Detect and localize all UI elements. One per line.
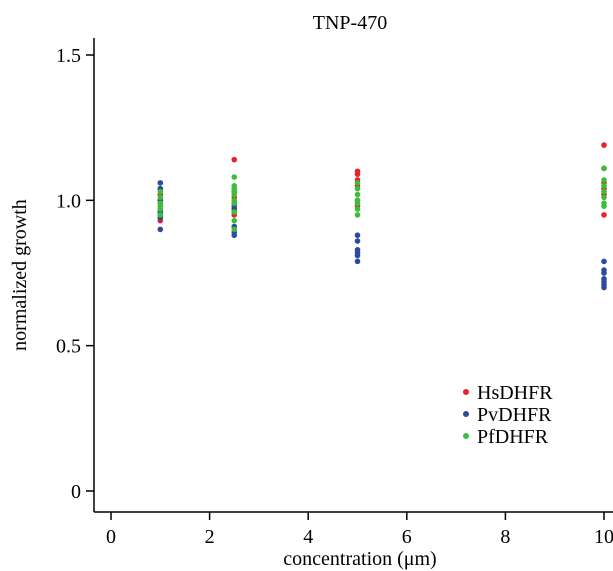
data-point (354, 206, 361, 212)
data-point (354, 212, 361, 218)
data-point (354, 200, 361, 207)
x-tick-label: 10 (594, 526, 613, 548)
x-tick-label: 0 (106, 526, 116, 548)
data-point (354, 191, 361, 198)
data-point (354, 238, 361, 244)
legend-label: PvDHFR (477, 404, 552, 426)
data-point (157, 188, 164, 195)
data-point (601, 270, 607, 276)
y-tick-label: 0 (71, 481, 81, 503)
series-hsdhfr (157, 142, 607, 224)
series-pvdhfr (157, 180, 607, 291)
data-point (354, 185, 361, 192)
data-point (231, 217, 238, 224)
data-point (601, 177, 607, 183)
x-tick-label: 2 (205, 526, 215, 548)
x-tick-label: 6 (402, 526, 412, 548)
data-point (354, 180, 361, 186)
data-point (231, 174, 238, 180)
y-tick-label: 1.0 (56, 190, 81, 212)
data-point (231, 156, 238, 163)
data-point (231, 232, 238, 239)
data-point (157, 194, 164, 201)
data-point (601, 183, 607, 189)
data-point (601, 142, 607, 148)
data-point (157, 206, 164, 212)
data-point (601, 188, 607, 195)
x-axis-label: concentration (μm) (283, 548, 436, 570)
legend-marker (463, 433, 469, 439)
legend-marker (463, 389, 469, 395)
data-point (601, 258, 607, 265)
y-tick-label: 0.5 (56, 336, 81, 358)
y-tick-label: 1.5 (56, 45, 81, 67)
y-axis-ticks: 0 0.5 1.0 1.5 (56, 45, 94, 503)
data-point (157, 180, 164, 186)
x-tick-label: 4 (303, 526, 313, 548)
data-point (354, 171, 361, 177)
data-point (157, 212, 164, 218)
data-point (601, 212, 607, 218)
data-point (231, 200, 238, 207)
data-point (601, 165, 607, 172)
data-point (231, 226, 238, 233)
series-pfdhfr (157, 165, 607, 233)
legend-marker (463, 411, 469, 417)
legend-label: HsDHFR (477, 382, 553, 404)
data-point (601, 284, 607, 291)
chart-title: TNP-470 (313, 12, 387, 34)
data-point (601, 194, 607, 201)
y-axis-label: normalized growth (9, 199, 31, 351)
data-point (231, 191, 238, 198)
data-point (354, 252, 361, 259)
data-point (354, 232, 361, 239)
data-point (354, 258, 361, 265)
data-point (157, 226, 164, 233)
plot-area (157, 142, 607, 291)
data-point (601, 203, 607, 209)
x-axis-ticks: 0 2 4 6 8 10 (106, 512, 613, 548)
x-tick-label: 8 (500, 526, 510, 548)
data-point (231, 209, 238, 215)
legend-label: PfDHFR (477, 426, 549, 448)
